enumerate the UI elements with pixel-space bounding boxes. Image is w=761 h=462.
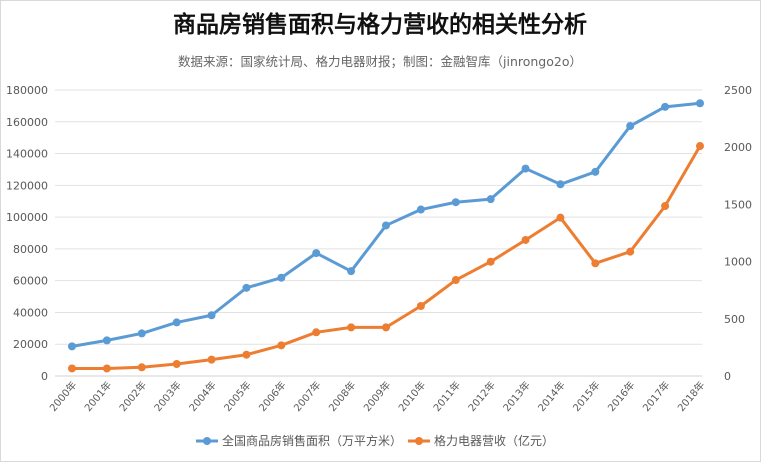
data-point	[277, 273, 286, 282]
data-point	[626, 121, 635, 130]
x-tick-label: 2009年	[361, 379, 394, 415]
data-point	[347, 267, 356, 276]
data-point	[382, 323, 390, 332]
x-tick-label: 2011年	[430, 379, 463, 415]
x-tick-label: 2006年	[256, 379, 289, 415]
gridlines	[55, 89, 702, 377]
x-tick-label: 2007年	[291, 379, 324, 415]
data-point	[451, 276, 460, 285]
y-left-tick-label: 20000	[13, 338, 48, 351]
data-point	[68, 342, 76, 351]
chart-subtitle: 数据来源：国家统计局、格力电器财报；制图：金融智库（jinrongo2o）	[178, 54, 582, 69]
y-left-tick-label: 140000	[6, 148, 48, 161]
x-tick-label: 2018年	[675, 379, 708, 415]
x-tick-label: 2014年	[535, 379, 568, 415]
data-point	[416, 205, 425, 214]
y-left-tick-label: 80000	[13, 243, 48, 256]
x-axis: 2000年 2001年 2002年 2003年 2004年 2005年 2006年 2007年…	[47, 379, 708, 415]
data-point	[416, 301, 425, 310]
data-point	[591, 259, 600, 268]
data-point	[661, 202, 670, 211]
data-point	[172, 359, 181, 368]
data-point	[661, 102, 670, 111]
data-point	[382, 221, 390, 230]
data-point	[102, 336, 111, 345]
legend-label: 格力电器营收（亿元）	[434, 433, 554, 448]
data-point	[277, 341, 286, 350]
series-group	[68, 99, 704, 373]
y-right-tick-label: 2000	[724, 141, 752, 154]
data-point	[102, 364, 111, 373]
x-tick-label: 2000年	[47, 379, 80, 415]
data-point	[137, 363, 146, 372]
data-point	[556, 213, 565, 222]
legend-marker-icon	[415, 437, 423, 445]
x-tick-label: 2012年	[465, 379, 498, 415]
y-left-tick-label: 0	[41, 370, 48, 383]
y-right-tick-label: 500	[724, 313, 745, 326]
data-point	[172, 318, 181, 327]
data-point	[242, 283, 251, 292]
data-point	[451, 198, 460, 207]
y-left-tick-label: 160000	[6, 116, 48, 129]
series-1	[68, 99, 704, 351]
series-2	[68, 142, 704, 373]
data-point	[68, 364, 76, 373]
data-point	[521, 235, 530, 244]
y-axis-left: 0 20000 40000 60000 80000 100000 120000 140000 1…	[6, 84, 48, 383]
x-tick-label: 2004年	[186, 379, 219, 415]
data-point	[696, 99, 704, 108]
x-tick-label: 2016年	[605, 379, 638, 415]
x-tick-label: 2013年	[500, 379, 533, 415]
data-point	[486, 257, 495, 266]
data-point	[696, 142, 704, 151]
x-tick-label: 2003年	[151, 379, 184, 415]
legend-label: 全国商品房销售面积（万平方米）	[222, 433, 402, 448]
data-point	[312, 249, 321, 258]
y-left-tick-label: 180000	[6, 84, 48, 97]
data-point	[486, 195, 495, 204]
legend-marker-icon	[203, 437, 211, 445]
data-point	[556, 180, 565, 189]
x-tick-label: 2017年	[640, 379, 673, 415]
data-point	[207, 311, 216, 320]
legend: 全国商品房销售面积（万平方米） 格力电器营收（亿元）	[196, 433, 554, 448]
y-right-tick-label: 1000	[724, 256, 752, 269]
x-tick-label: 2005年	[221, 379, 254, 415]
data-point	[312, 328, 321, 337]
legend-item: 格力电器营收（亿元）	[408, 433, 554, 448]
y-left-tick-label: 60000	[13, 275, 48, 288]
data-point	[347, 323, 356, 332]
y-axis-right: 0 500 1000 1500 2000 2500	[724, 84, 752, 383]
y-right-tick-label: 2500	[724, 84, 752, 97]
data-point	[242, 350, 251, 359]
data-point	[626, 247, 635, 256]
y-right-tick-label: 1500	[724, 198, 752, 211]
data-point	[207, 355, 216, 364]
data-point	[137, 329, 146, 338]
x-tick-label: 2008年	[326, 379, 359, 415]
series-line	[72, 145, 702, 370]
data-point	[521, 164, 530, 173]
chart-title: 商品房销售面积与格力营收的相关性分析	[173, 11, 587, 38]
y-left-tick-label: 120000	[6, 179, 48, 192]
y-right-tick-label: 0	[724, 370, 731, 383]
x-tick-label: 2015年	[570, 379, 603, 415]
x-tick-label: 2010年	[395, 379, 428, 415]
legend-item: 全国商品房销售面积（万平方米）	[196, 433, 402, 448]
x-tick-label: 2001年	[81, 379, 114, 415]
y-left-tick-label: 40000	[13, 306, 48, 319]
x-tick-label: 2002年	[116, 379, 149, 415]
data-point	[591, 167, 600, 176]
y-left-tick-label: 100000	[6, 211, 48, 224]
